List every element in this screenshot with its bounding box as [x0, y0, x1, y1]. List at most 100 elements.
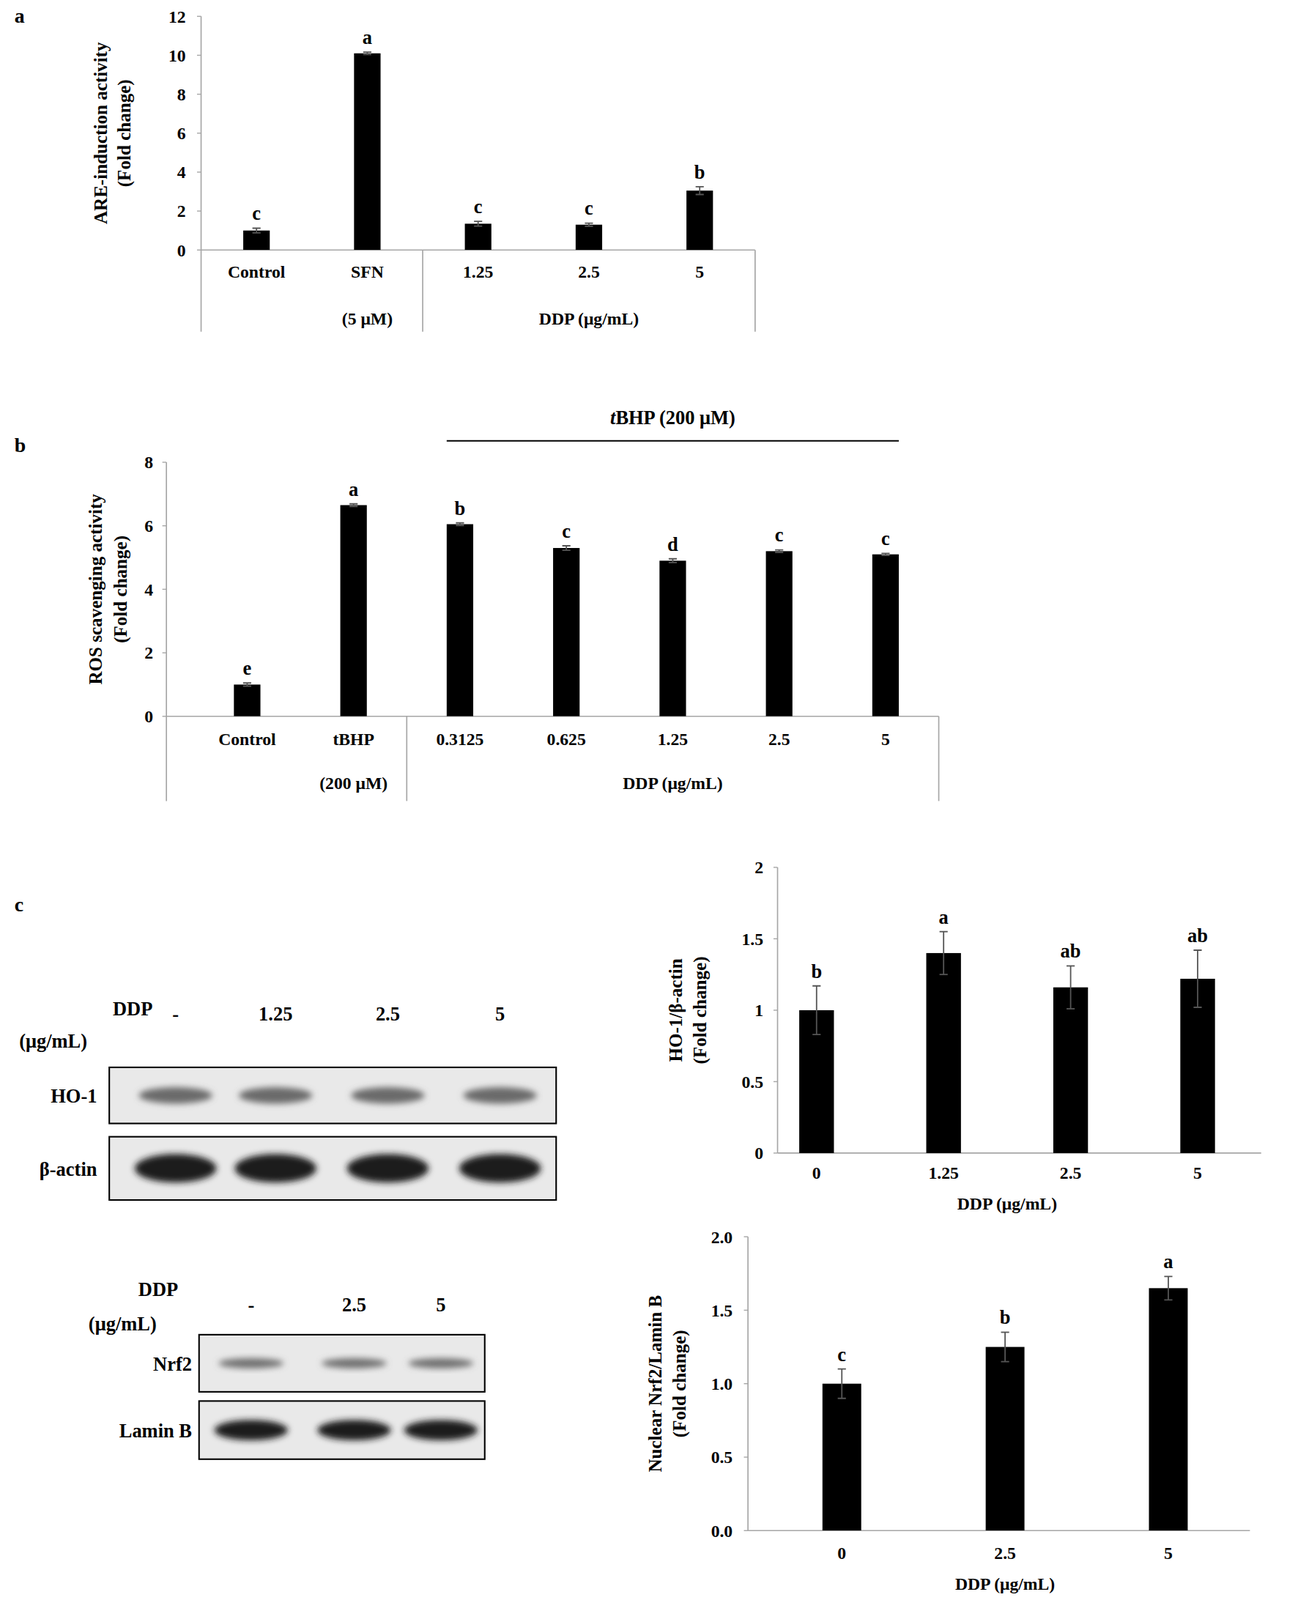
- y-tick: [197, 16, 202, 17]
- blot-band: [139, 1087, 213, 1104]
- bar: [1053, 987, 1088, 1153]
- y-tick-label: 0: [177, 240, 187, 261]
- error-bar: [562, 545, 571, 551]
- significance-letter: a: [362, 26, 373, 49]
- blot-strip: [109, 1136, 556, 1200]
- y-tick-label: 8: [144, 452, 154, 472]
- bar: [985, 1347, 1025, 1531]
- y-tick-label: 1.0: [711, 1374, 734, 1394]
- x-tick-label: 2.5: [994, 1543, 1016, 1563]
- blot-strip: [199, 1334, 485, 1392]
- significance-letter: c: [251, 202, 261, 225]
- bar: [243, 230, 270, 251]
- error-line: [255, 227, 258, 233]
- y-tick: [744, 1235, 749, 1237]
- separator: [754, 249, 756, 332]
- blot-band: [463, 1087, 537, 1104]
- y-tick: [197, 54, 202, 56]
- error-line: [942, 931, 945, 975]
- bar: [353, 53, 381, 250]
- y-tick: [162, 525, 168, 526]
- x-axis-title: DDP (μg/mL): [955, 1574, 1055, 1594]
- x-axis-title: DDP (μg/mL): [957, 1193, 1058, 1214]
- separator: [938, 716, 940, 802]
- y-tick-label: 2: [754, 857, 764, 877]
- error-bar: [455, 523, 464, 526]
- y-tick: [744, 1309, 749, 1311]
- error-cap: [363, 53, 372, 55]
- error-cap: [1163, 1298, 1173, 1301]
- y-tick: [197, 93, 202, 95]
- y-tick-label: 2.0: [711, 1227, 734, 1247]
- lane-label: -: [172, 1002, 179, 1025]
- x-sublabel: (5 μM): [342, 309, 393, 329]
- significance-letter: e: [243, 657, 252, 680]
- error-cap: [562, 549, 571, 551]
- x-tick-label: SFN: [350, 262, 384, 282]
- lane-label: 2.5: [342, 1293, 367, 1316]
- y-tick-label: 4: [144, 580, 154, 600]
- significance-letter: c: [774, 523, 784, 546]
- bar: [233, 684, 261, 716]
- bar: [1149, 1287, 1189, 1531]
- bar: [446, 524, 474, 717]
- error-cap: [1066, 1007, 1075, 1010]
- chart: 024681012ARE-induction activity(Fold cha…: [90, 7, 755, 332]
- error-cap: [455, 522, 464, 524]
- blot-row-label: β-actin: [39, 1158, 98, 1181]
- significance-letter: b: [999, 1306, 1011, 1329]
- significance-letter: a: [1163, 1250, 1173, 1273]
- y-tick-label: 12: [168, 7, 187, 27]
- lane-label: 5: [435, 1293, 446, 1316]
- error-line: [840, 1369, 843, 1399]
- y-axis-title: (Fold change): [110, 535, 132, 644]
- error-bar: [939, 931, 948, 975]
- separator: [405, 716, 408, 802]
- lane-label: 2.5: [375, 1002, 400, 1025]
- bracket-label-part: BHP (200 μM): [615, 406, 735, 429]
- y-tick-label: 1.5: [741, 929, 764, 949]
- x-tick-label: 1.25: [462, 262, 493, 282]
- blot-condition: DDP: [138, 1278, 178, 1301]
- bar: [766, 550, 793, 716]
- error-cap: [812, 985, 821, 987]
- error-cap: [1163, 1275, 1173, 1277]
- bar: [872, 554, 899, 717]
- x-tick-label: 2.5: [577, 262, 600, 282]
- y-tick-label: 10: [168, 46, 187, 66]
- y-tick: [773, 938, 778, 940]
- y-tick-label: 6: [144, 516, 154, 536]
- y-axis: [165, 462, 168, 801]
- error-line: [1167, 1276, 1170, 1300]
- y-tick-label: 8: [177, 84, 187, 105]
- x-tick-label: 2.5: [768, 729, 791, 749]
- x-tick-label: 1.25: [928, 1163, 959, 1183]
- panel-label: c: [14, 892, 24, 916]
- significance-letter: a: [348, 478, 359, 501]
- significance-letter: ab: [1060, 939, 1082, 962]
- error-bar: [812, 985, 821, 1035]
- error-cap: [349, 505, 358, 507]
- blot-strip: [199, 1400, 485, 1459]
- significance-letter: b: [810, 960, 822, 983]
- error-cap: [252, 232, 261, 234]
- blot-band: [317, 1419, 391, 1441]
- error-cap: [455, 524, 464, 526]
- significance-letter: c: [561, 520, 571, 543]
- significance-letter: ab: [1187, 924, 1208, 947]
- error-cap: [881, 552, 890, 554]
- bar: [575, 224, 603, 251]
- x-tick-label: 1.25: [657, 729, 688, 749]
- lane-label: 1.25: [258, 1002, 293, 1025]
- error-cap: [695, 186, 704, 188]
- x-tick-label: 0.3125: [435, 729, 484, 749]
- x-axis: [166, 715, 939, 718]
- error-line: [1070, 965, 1072, 1009]
- y-tick: [773, 1081, 778, 1082]
- y-tick-label: 1.5: [711, 1300, 734, 1320]
- y-axis-title: Nuclear Nrf2/Lamin B: [645, 1295, 666, 1473]
- x-tick-label: Control: [227, 262, 286, 282]
- y-tick: [162, 588, 168, 590]
- error-cap: [939, 973, 948, 975]
- error-bar: [1193, 950, 1202, 1008]
